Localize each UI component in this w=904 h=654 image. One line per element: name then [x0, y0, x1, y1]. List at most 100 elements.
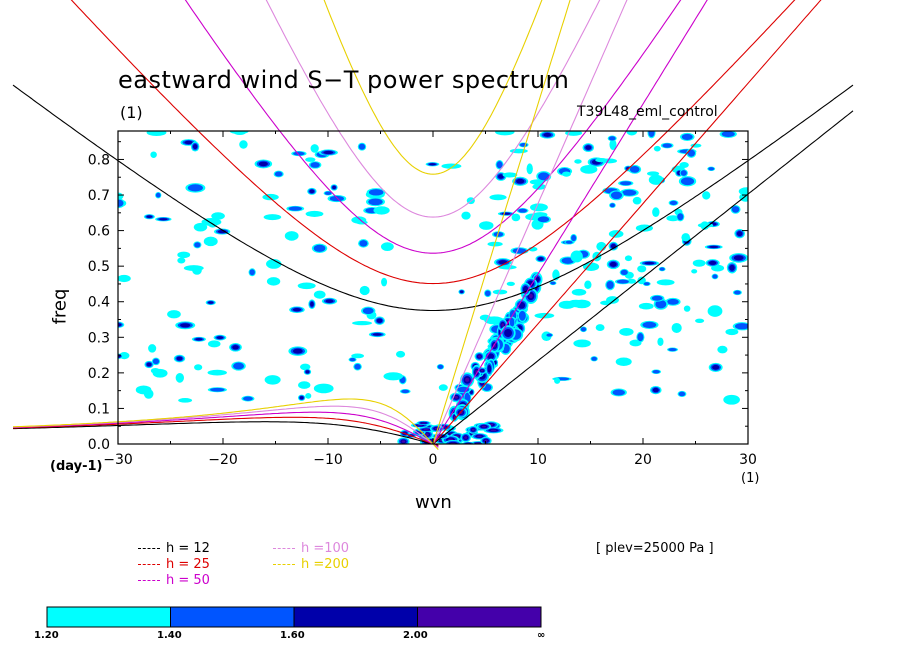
power-contour	[496, 161, 503, 169]
power-contour	[464, 436, 468, 439]
power-contour	[266, 259, 282, 269]
x-tick-label: 10	[529, 452, 547, 468]
power-contour	[570, 250, 583, 263]
power-contour	[725, 328, 739, 336]
power-contour	[683, 305, 691, 312]
power-contour	[274, 171, 283, 177]
colorbar-swatch	[417, 606, 542, 628]
power-contour	[543, 132, 552, 137]
power-contour	[504, 328, 513, 338]
power-contour	[584, 280, 592, 289]
run-label: T39L48_eml_control	[577, 104, 718, 120]
colorbar-label: 1.20	[34, 630, 59, 641]
power-contour	[709, 245, 719, 249]
power-contour	[292, 348, 303, 354]
power-contour	[492, 289, 508, 295]
power-contour	[738, 187, 748, 196]
power-contour	[477, 435, 482, 438]
power-contour	[298, 381, 311, 389]
legend-label: h = 12	[166, 541, 210, 556]
power-contour	[493, 231, 504, 237]
power-contour	[453, 415, 456, 419]
power-contour	[609, 261, 617, 267]
power-contour	[538, 172, 550, 181]
x-tick-label: −20	[208, 452, 238, 468]
x-tick-label: −30	[103, 452, 133, 468]
colorbar-swatch	[170, 606, 295, 628]
power-contour	[232, 345, 239, 350]
legend-line	[273, 564, 295, 565]
legend-item-h100: h =100	[273, 541, 349, 556]
power-contour	[239, 140, 248, 149]
power-contour	[383, 372, 404, 381]
power-contour	[292, 307, 301, 312]
power-contour	[626, 131, 638, 136]
power-contour	[669, 200, 678, 206]
legend-line	[138, 564, 160, 565]
x-axis-unit: (1)	[741, 471, 760, 486]
power-contour	[118, 199, 124, 207]
legend-line	[138, 548, 160, 549]
power-contour	[210, 387, 225, 392]
x-axis-label: wvn	[415, 492, 452, 513]
dispersion-curve	[432, 0, 571, 445]
legend-item-h12: h = 12	[138, 541, 210, 556]
power-contour	[192, 265, 202, 275]
y-tick-label: 0.4	[88, 295, 110, 311]
power-contour	[528, 293, 533, 299]
power-contour	[299, 363, 311, 371]
power-contour	[194, 364, 203, 371]
power-contour	[305, 393, 312, 399]
power-contour	[692, 259, 706, 267]
power-contour	[167, 310, 181, 319]
power-contour	[362, 307, 374, 315]
power-contour	[680, 170, 687, 176]
power-contour	[652, 370, 660, 374]
power-contour	[152, 358, 160, 365]
y-tick-label: 0.7	[88, 188, 110, 204]
power-contour	[380, 242, 394, 251]
power-contour	[729, 264, 735, 271]
power-contour	[635, 224, 653, 232]
power-contour	[195, 338, 203, 341]
power-contour	[376, 318, 383, 323]
power-contour	[580, 327, 587, 332]
power-contour	[619, 328, 634, 336]
power-contour	[324, 191, 332, 195]
power-contour	[708, 260, 717, 265]
power-contour	[194, 242, 201, 248]
power-contour	[177, 257, 186, 264]
dispersion-curve	[12, 411, 439, 448]
power-contour	[249, 269, 255, 276]
chart-subtitle: (1)	[120, 103, 143, 122]
power-contour	[516, 178, 525, 184]
power-contour	[461, 211, 471, 220]
power-contour	[490, 429, 497, 432]
power-contour	[284, 231, 299, 241]
power-contour	[550, 281, 556, 285]
power-contour	[481, 425, 486, 428]
power-contour	[192, 143, 198, 150]
power-contour	[187, 184, 203, 192]
power-contour	[595, 324, 605, 331]
power-contour	[180, 323, 191, 328]
power-contour	[143, 389, 154, 399]
power-contour	[146, 362, 152, 367]
power-contour	[469, 390, 473, 395]
power-contour	[585, 145, 592, 150]
power-contour	[372, 333, 382, 336]
power-contour	[580, 164, 598, 174]
power-contour	[677, 213, 684, 221]
y-tick-label: 0.5	[88, 259, 110, 275]
legend-label: h = 50	[166, 573, 210, 588]
power-contour	[678, 391, 686, 397]
power-contour	[659, 267, 665, 271]
power-contour	[359, 240, 368, 247]
power-contour	[417, 424, 423, 427]
power-contour	[518, 310, 526, 321]
power-contour	[534, 312, 555, 319]
power-contour	[325, 299, 334, 303]
power-contour	[148, 344, 157, 353]
power-contour	[487, 364, 492, 373]
power-contour	[708, 167, 715, 171]
